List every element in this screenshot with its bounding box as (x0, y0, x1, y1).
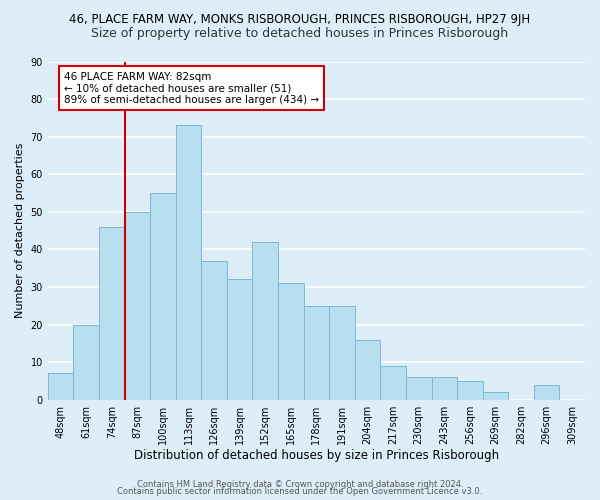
Bar (457, 381, 482, 400)
Text: Contains HM Land Registry data © Crown copyright and database right 2024.: Contains HM Land Registry data © Crown c… (137, 480, 463, 489)
Bar (406, 377, 431, 400)
Bar (304, 306, 329, 400)
Bar (201, 260, 227, 400)
Bar (227, 280, 253, 400)
Text: Size of property relative to detached houses in Princes Risborough: Size of property relative to detached ho… (91, 28, 509, 40)
Bar (73, 324, 99, 400)
Bar (125, 212, 150, 400)
Bar (482, 392, 508, 400)
Text: 46 PLACE FARM WAY: 82sqm
← 10% of detached houses are smaller (51)
89% of semi-d: 46 PLACE FARM WAY: 82sqm ← 10% of detach… (64, 72, 319, 105)
Bar (150, 193, 176, 400)
X-axis label: Distribution of detached houses by size in Princes Risborough: Distribution of detached houses by size … (134, 450, 499, 462)
Bar (253, 242, 278, 400)
Bar (99, 227, 125, 400)
Bar (176, 126, 201, 400)
Bar (534, 384, 559, 400)
Y-axis label: Number of detached properties: Number of detached properties (15, 143, 25, 318)
Bar (278, 283, 304, 400)
Text: Contains public sector information licensed under the Open Government Licence v3: Contains public sector information licen… (118, 488, 482, 496)
Bar (48, 374, 73, 400)
Bar (380, 366, 406, 400)
Text: 46, PLACE FARM WAY, MONKS RISBOROUGH, PRINCES RISBOROUGH, HP27 9JH: 46, PLACE FARM WAY, MONKS RISBOROUGH, PR… (70, 12, 530, 26)
Bar (329, 306, 355, 400)
Bar (431, 377, 457, 400)
Bar (355, 340, 380, 400)
